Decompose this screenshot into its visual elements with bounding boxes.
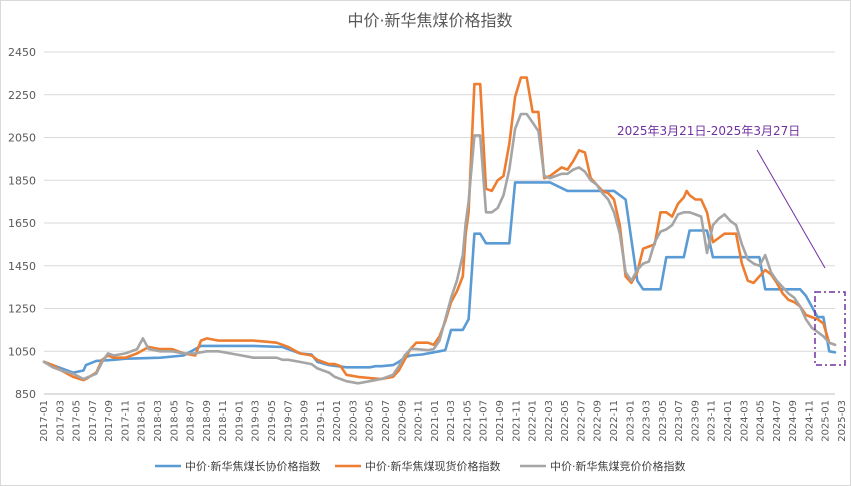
x-tick-label: 2020-07 bbox=[381, 400, 392, 442]
x-tick-label: 2021-07 bbox=[479, 400, 490, 442]
x-tick-label: 2019-11 bbox=[316, 400, 327, 442]
legend-label-2: 中价·新华焦煤现货价格指数 bbox=[365, 459, 501, 473]
x-tick-label: 2021-01 bbox=[430, 400, 441, 442]
x-tick-label: 2019-07 bbox=[283, 400, 294, 442]
legend: 中价·新华焦煤长协价格指数 中价·新华焦煤现货价格指数 中价·新华焦煤竞价价格指数 bbox=[155, 459, 686, 473]
x-tick-label: 2017-11 bbox=[120, 400, 131, 442]
x-tick-label: 2019-03 bbox=[251, 400, 262, 442]
x-axis-ticks: 2017-01 2017-03 2017-05 2017-07 2017-09 2017-… bbox=[39, 400, 848, 442]
x-tick-label: 2022-07 bbox=[576, 400, 587, 442]
x-tick-label: 2023-03 bbox=[642, 400, 653, 442]
x-tick-label: 2021-11 bbox=[511, 400, 522, 442]
x-tick-label: 2019-05 bbox=[267, 400, 278, 442]
x-tick-label: 2024-03 bbox=[739, 400, 750, 442]
series-line-1 bbox=[42, 181, 837, 374]
x-tick-label: 2023-09 bbox=[690, 400, 701, 442]
annotation-arrow-line bbox=[756, 149, 826, 269]
x-tick-label: 2021-09 bbox=[495, 400, 506, 442]
y-tick-label: 1450 bbox=[8, 260, 36, 273]
x-tick-label: 2022-09 bbox=[593, 400, 604, 442]
series-lines bbox=[42, 76, 837, 385]
y-tick-label: 1650 bbox=[8, 217, 36, 230]
x-tick-label: 2022-05 bbox=[560, 400, 571, 442]
x-tick-label: 2017-01 bbox=[39, 400, 50, 442]
x-tick-label: 2024-09 bbox=[788, 400, 799, 442]
annotation-text: 2025年3月21日-2025年3月27日 bbox=[617, 124, 800, 138]
y-tick-label: 2050 bbox=[8, 132, 36, 145]
chart-title: 中价·新华焦煤价格指数 bbox=[347, 11, 512, 30]
y-tick-label: 2450 bbox=[8, 46, 36, 59]
legend-label-1: 中价·新华焦煤长协价格指数 bbox=[185, 459, 321, 473]
x-tick-label: 2021-03 bbox=[446, 400, 457, 442]
x-tick-label: 2018-05 bbox=[169, 400, 180, 442]
series-line-3 bbox=[42, 112, 837, 385]
x-tick-label: 2017-07 bbox=[88, 400, 99, 442]
x-tick-label: 2020-05 bbox=[365, 400, 376, 442]
x-tick-label: 2023-05 bbox=[658, 400, 669, 442]
x-tick-label: 2021-05 bbox=[462, 400, 473, 442]
x-tick-label: 2025-01 bbox=[821, 400, 832, 442]
x-tick-label: 2022-03 bbox=[544, 400, 555, 442]
x-tick-label: 2018-03 bbox=[153, 400, 164, 442]
x-tick-label: 2018-11 bbox=[218, 400, 229, 442]
annotation-group: 2025年3月21日-2025年3月27日 bbox=[617, 124, 846, 366]
y-tick-label: 1850 bbox=[8, 174, 36, 187]
x-tick-label: 2020-09 bbox=[397, 400, 408, 442]
x-tick-label: 2018-01 bbox=[137, 400, 148, 442]
annotation-highlight-box bbox=[814, 291, 846, 366]
y-tick-label: 1050 bbox=[8, 345, 36, 358]
x-tick-label: 2018-07 bbox=[186, 400, 197, 442]
y-axis-ticks: 850 1050 1250 1450 1650 1850 2050 2250 2450 bbox=[8, 46, 36, 401]
x-tick-label: 2024-11 bbox=[804, 400, 815, 442]
x-tick-label: 2024-05 bbox=[756, 400, 767, 442]
x-tick-label: 2023-01 bbox=[625, 400, 636, 442]
y-tick-label: 1250 bbox=[8, 303, 36, 316]
x-tick-label: 2022-01 bbox=[528, 400, 539, 442]
x-tick-label: 2017-05 bbox=[72, 400, 83, 442]
x-tick-label: 2020-11 bbox=[414, 400, 425, 442]
x-tick-label: 2017-03 bbox=[55, 400, 66, 442]
y-tick-label: 850 bbox=[15, 388, 36, 401]
x-tick-label: 2022-11 bbox=[609, 400, 620, 442]
legend-label-3: 中价·新华焦煤竞价价格指数 bbox=[550, 459, 686, 473]
series-line-2 bbox=[42, 76, 837, 382]
x-tick-label: 2024-01 bbox=[723, 400, 734, 442]
x-tick-label: 2017-09 bbox=[104, 400, 115, 442]
x-tick-label: 2020-03 bbox=[348, 400, 359, 442]
x-tick-label: 2020-01 bbox=[332, 400, 343, 442]
x-tick-label: 2023-07 bbox=[674, 400, 685, 442]
x-tick-label: 2019-01 bbox=[234, 400, 245, 442]
x-tick-label: 2023-11 bbox=[707, 400, 718, 442]
x-tick-label: 2025-03 bbox=[837, 400, 848, 442]
x-tick-label: 2018-09 bbox=[202, 400, 213, 442]
x-tick-label: 2024-07 bbox=[772, 400, 783, 442]
x-tick-label: 2019-09 bbox=[300, 400, 311, 442]
y-tick-label: 2250 bbox=[8, 89, 36, 102]
